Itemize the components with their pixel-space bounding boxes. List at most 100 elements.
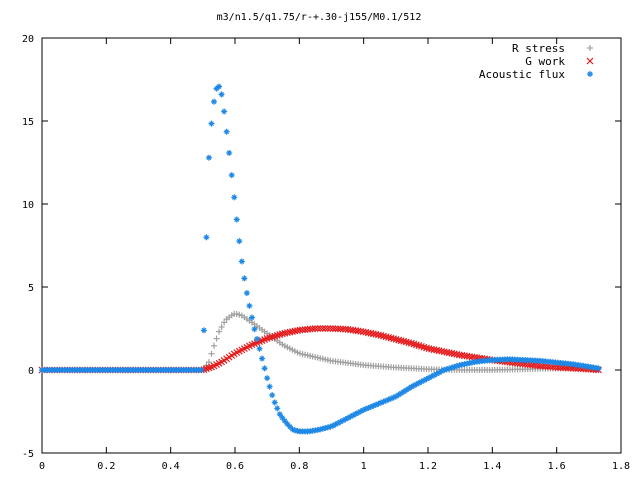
g-work-point (278, 330, 286, 338)
g-work-point (443, 348, 451, 356)
y-tick-label: -5 (22, 449, 34, 460)
x-tick-label: 0.8 (290, 461, 308, 472)
acoustic-flux-point (211, 98, 218, 105)
acoustic-flux-point (248, 314, 255, 321)
acoustic-flux-point (269, 392, 276, 399)
acoustic-flux-point (256, 345, 263, 352)
legend-label: G work (525, 55, 565, 68)
acoustic-flux-point (221, 108, 228, 115)
g-work-point (321, 325, 329, 332)
r-stress-point (218, 323, 225, 330)
acoustic-flux-point (226, 149, 233, 156)
g-work-point (286, 328, 294, 336)
acoustic-flux-point (223, 128, 230, 135)
acoustic-flux-point (271, 399, 278, 406)
g-work-point (311, 325, 319, 332)
g-work-point (372, 330, 380, 338)
g-work-point (435, 347, 443, 355)
g-work-point (324, 325, 332, 332)
x-tick-label: 1 (361, 461, 367, 472)
g-work-point (448, 349, 456, 357)
y-tick-label: 0 (28, 366, 34, 377)
acoustic-flux-point (274, 405, 281, 412)
x-tick-label: 1.2 (419, 461, 437, 472)
acoustic-flux-point (238, 258, 245, 265)
acoustic-flux-point (203, 234, 210, 241)
acoustic-flux-point (246, 302, 253, 309)
g-work-point (430, 346, 438, 354)
g-work-point (450, 350, 458, 358)
acoustic-flux-point (259, 355, 266, 362)
g-work-point (319, 325, 327, 332)
acoustic-flux-point (595, 365, 602, 372)
r-stress-point (208, 350, 215, 357)
g-work-point (291, 327, 299, 335)
g-work-point (367, 329, 375, 337)
acoustic-flux-point (254, 335, 261, 342)
x-tick-label: 0 (39, 461, 45, 472)
acoustic-flux-point (231, 194, 238, 201)
series-cross (38, 325, 602, 374)
g-work-point (288, 328, 296, 336)
y-tick-label: 5 (28, 283, 34, 294)
acoustic-flux-point (276, 411, 283, 418)
x-tick-label: 0.4 (162, 461, 180, 472)
r-stress-point (211, 342, 218, 349)
r-stress-point (216, 328, 223, 335)
g-work-point (283, 329, 291, 337)
x-tick-label: 0.6 (226, 461, 244, 472)
data-marks (38, 83, 602, 435)
acoustic-flux-point (251, 326, 258, 333)
g-work-point (374, 331, 382, 339)
acoustic-flux-point (218, 91, 225, 98)
legend-label: Acoustic flux (479, 68, 565, 81)
x-tick-label: 0.2 (97, 461, 115, 472)
series-star (39, 83, 602, 435)
g-work-point (281, 329, 289, 337)
y-tick-label: 10 (22, 200, 34, 211)
plot-frame (41, 37, 622, 454)
y-tick-label: 20 (22, 34, 34, 45)
r-stress-point (221, 319, 228, 326)
g-work-point (440, 348, 448, 356)
g-work-point (364, 329, 372, 337)
acoustic-flux-point (228, 172, 235, 179)
acoustic-flux-point (205, 154, 212, 161)
g-work-point (425, 345, 433, 353)
g-work-point (433, 346, 441, 354)
x-tick-label: 1.4 (483, 461, 501, 472)
g-work-point (428, 345, 435, 353)
x-tick-label: 1.6 (548, 461, 566, 472)
acoustic-flux-point (200, 327, 207, 334)
g-work-point (359, 328, 367, 336)
acoustic-flux-point (266, 383, 273, 390)
legend-marker (586, 57, 594, 65)
g-work-point (438, 347, 446, 355)
g-work-point (314, 325, 322, 332)
g-work-point (369, 330, 377, 338)
acoustic-flux-point (243, 290, 250, 297)
legend-marker (587, 45, 593, 51)
acoustic-flux-point (198, 367, 205, 373)
x-tick-label: 1.8 (612, 461, 630, 472)
y-tick-label: 15 (22, 117, 34, 128)
legend-marker (587, 71, 593, 77)
g-work-point (453, 350, 461, 358)
acoustic-flux-point (236, 238, 243, 245)
legend-label: R stress (512, 42, 565, 55)
acoustic-flux-point (241, 275, 248, 282)
acoustic-flux-point (261, 365, 268, 372)
g-work-point (326, 325, 334, 332)
acoustic-flux-point (233, 216, 240, 223)
axis-ticks: 0 0.2 0.4 0.6 0.8 1 1.2 1.4 1.6 1.8 -5 0 5 10 15 20 (22, 34, 630, 472)
acoustic-flux-point (208, 120, 215, 127)
g-work-point (316, 325, 324, 332)
r-stress-point (213, 335, 220, 342)
acoustic-flux-point (216, 83, 223, 90)
g-work-point (445, 349, 453, 357)
chart-title: m3/n1.5/q1.75/r-+.30-j155/M0.1/512 (217, 12, 422, 23)
g-work-point (362, 328, 370, 336)
acoustic-flux-point (264, 375, 271, 382)
